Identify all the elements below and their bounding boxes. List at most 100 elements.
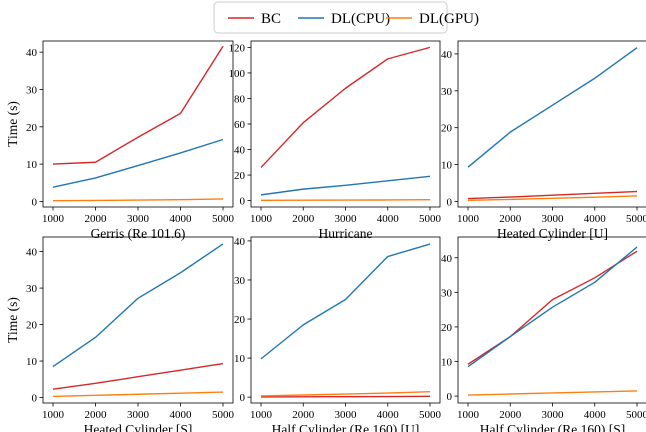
x-tick-label: 1000 [250,409,273,421]
x-tick-label: 1000 [42,213,65,225]
y-tick-label: 0 [240,196,246,208]
x-tick-label: 5000 [419,213,442,225]
y-tick-label: 30 [26,84,38,96]
series-line-dl-cpu- [52,138,224,188]
series-line-dl-cpu- [467,246,638,368]
x-tick-label: 3000 [542,213,565,225]
y-tick-label: 30 [26,283,38,295]
y-tick-label: 10 [441,357,453,369]
y-tick-label: 30 [441,287,453,299]
y-tick-label: 0 [32,196,38,208]
series-line-dl-gpu- [260,390,431,397]
x-tick-label: 5000 [212,213,235,225]
series-line-bc [260,46,431,168]
x-axis-label: Half Cylinder (Re 160) [U] [272,422,420,432]
x-tick-label: 4000 [377,409,400,421]
series-line-dl-cpu- [260,175,431,196]
y-tick-label: 20 [26,122,38,134]
x-axis-label: Gerris (Re 101.6) [91,226,186,241]
y-tick-label: 0 [447,196,453,208]
axes-frame [457,40,646,208]
legend-entry-2: DL(GPU) [386,11,479,27]
x-tick-label: 4000 [584,213,607,225]
x-tick-label: 4000 [377,213,400,225]
y-tick-label: 40 [26,47,38,59]
x-tick-label: 1000 [42,409,65,421]
series-line-dl-gpu- [467,195,638,202]
y-tick-label: 30 [441,86,453,98]
x-tick-label: 2000 [499,213,522,225]
x-tick-label: 1000 [250,213,273,225]
y-tick-label: 40 [441,49,453,61]
legend-label: DL(CPU) [331,11,390,27]
y-axis-label: Time (s) [5,101,20,147]
legend-frame [213,1,448,34]
y-tick-label: 60 [234,119,246,131]
x-tick-label: 2000 [85,213,108,225]
x-axis-label: Heated Cylinder [S] [84,422,193,432]
x-tick-label: 5000 [212,409,235,421]
x-tick-label: 3000 [335,409,358,421]
x-tick-label: 4000 [170,213,193,225]
x-tick-label: 5000 [626,213,646,225]
y-tick-label: 30 [234,275,246,287]
x-axis-label: Hurricane [319,226,373,241]
series-line-dl-cpu- [52,243,224,368]
series-line-dl-gpu- [52,198,224,202]
y-tick-label: 40 [234,236,246,248]
y-axis-label: Time (s) [5,297,20,343]
axes-frame [250,40,441,208]
x-axis-label: Heated Cylinder [U] [497,226,608,241]
x-tick-label: 1000 [457,409,480,421]
x-tick-label: 3000 [335,213,358,225]
x-tick-label: 5000 [419,409,442,421]
series-line-bc [467,190,638,200]
x-tick-label: 2000 [292,409,315,421]
x-tick-label: 5000 [626,409,646,421]
x-tick-label: 2000 [292,213,315,225]
x-tick-label: 4000 [170,409,193,421]
chart-panel-2: 1000 2000 3000 4000 5000 0 10 20 30 40 Heated Cyli… [441,40,646,241]
chart-panel-1: 1000 2000 3000 4000 5000 0 20 40 60 80 100 120 Hurri… [229,40,442,241]
y-tick-label: 20 [234,314,246,326]
chart-panel-0: 1000 2000 3000 4000 5000 0 10 20 30 40 Gerris (Re … [5,40,235,241]
axes-frame [250,236,441,404]
series-line-dl-gpu- [467,390,638,396]
series-line-dl-gpu- [52,391,224,398]
x-tick-label: 2000 [85,409,108,421]
series-line-dl-cpu- [467,47,638,168]
series-line-bc [52,362,224,390]
x-axis-label: Half Cylinder (Re 160) [S] [480,422,625,432]
axes-frame [42,236,234,404]
legend-label: BC [261,11,281,27]
x-tick-label: 3000 [127,213,150,225]
legend-entry-1: DL(CPU) [298,11,390,27]
axes-frame [42,40,234,208]
x-tick-label: 2000 [499,409,522,421]
x-tick-label: 3000 [542,409,565,421]
x-tick-label: 1000 [457,213,480,225]
y-tick-label: 40 [441,253,453,265]
chart-panel-4: 1000 2000 3000 4000 5000 0 10 20 30 40 Half Cylind… [234,236,442,432]
series-line-bc [260,395,431,398]
series-line-bc [52,45,224,165]
x-tick-label: 3000 [127,409,150,421]
y-tick-label: 10 [26,159,38,171]
axes-frame [457,236,646,404]
y-tick-label: 20 [441,322,453,334]
y-tick-label: 20 [234,170,246,182]
y-tick-label: 40 [26,247,38,259]
y-tick-label: 100 [229,68,246,80]
y-tick-label: 10 [26,356,38,368]
chart-panel-3: 1000 2000 3000 4000 5000 0 10 20 30 40 Heated Cyli… [5,236,235,432]
y-tick-label: 0 [240,392,246,404]
series-line-dl-gpu- [260,199,431,202]
y-tick-label: 0 [32,393,38,405]
legend-label: DL(GPU) [419,11,479,27]
y-tick-label: 20 [441,123,453,135]
legend-entry-0: BC [228,11,281,27]
y-tick-label: 0 [447,391,453,403]
series-line-dl-cpu- [260,243,431,360]
y-tick-label: 120 [229,42,246,54]
chart-panel-5: 1000 2000 3000 4000 5000 0 10 20 30 40 Half Cylind… [441,236,646,432]
